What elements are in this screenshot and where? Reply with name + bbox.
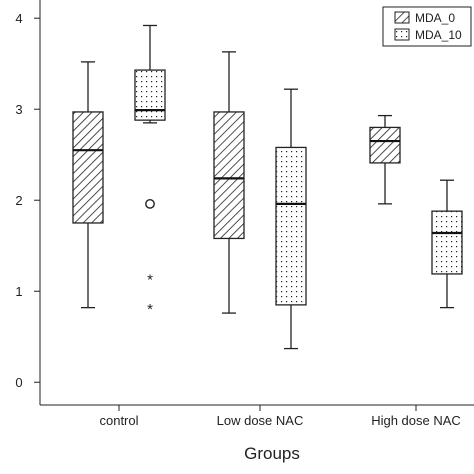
legend-label-mda-10: MDA_10 [415,28,462,42]
box-mda-0-2 [369,114,401,205]
x-axis-title: Groups [244,444,300,463]
outlier-circle [145,198,155,209]
legend-label-mda-0: MDA_0 [415,11,455,25]
x-tick-label: Low dose NAC [217,413,304,428]
box-iqr [213,111,245,240]
legend: MDA_0 MDA_10 [382,6,472,47]
legend-swatch-mda-10 [394,28,410,41]
box-iqr [369,126,401,164]
legend-swatch-mda-0 [394,11,410,24]
box-iqr [431,210,463,275]
x-ticks: control Low dose NAC High dose NAC [99,405,461,428]
y-tick-label: 4 [15,11,22,26]
box-mda-10-2 [431,179,463,309]
box-mda-10-1 [275,88,307,350]
x-tick-label: High dose NAC [371,413,461,428]
box-groups: ** [72,24,463,350]
box-iqr [134,69,166,121]
outlier-star: * [147,272,153,289]
box-mda-10-0: ** [134,24,166,318]
y-tick-label: 1 [15,284,22,299]
outlier-star: * [147,301,153,318]
x-tick-label: control [99,413,138,428]
y-ticks: 0 1 2 3 4 [15,11,40,390]
box-mda-0-1 [213,51,245,314]
y-tick-label: 0 [15,375,22,390]
box-iqr [72,111,104,224]
y-tick-label: 3 [15,102,22,117]
box-mda-0-0 [72,61,104,309]
y-tick-label: 2 [15,193,22,208]
box-iqr [275,146,307,306]
